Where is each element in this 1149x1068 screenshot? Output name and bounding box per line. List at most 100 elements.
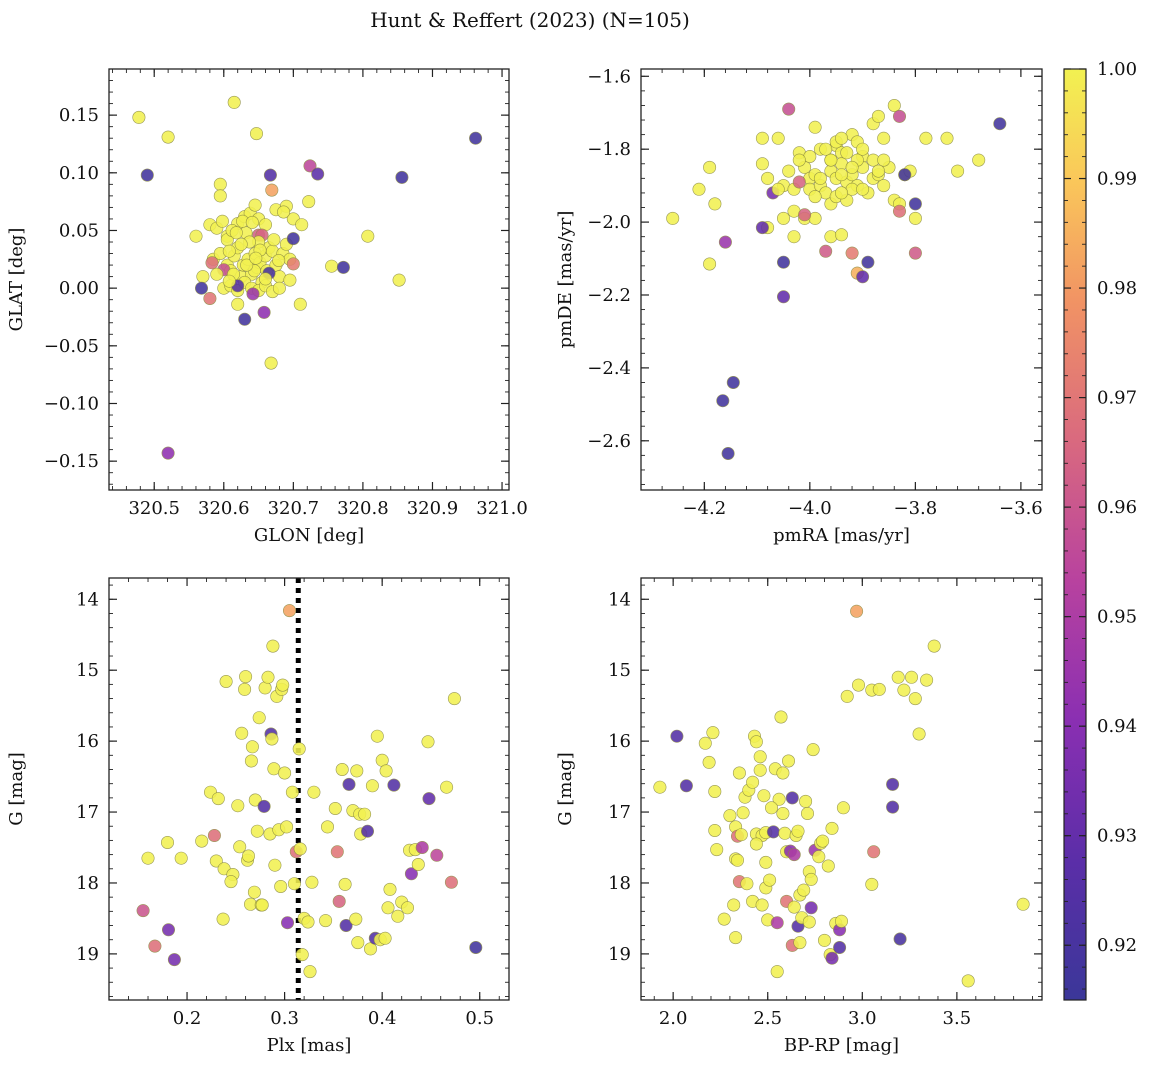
scatter-point — [698, 736, 712, 750]
scatter-point — [242, 849, 256, 863]
x-tick-label: 3.0 — [848, 1008, 877, 1029]
scatter-point — [757, 789, 771, 803]
scatter-point — [927, 639, 941, 653]
scatter-point — [825, 821, 839, 835]
scatter-point — [229, 226, 243, 240]
scatter-point — [250, 824, 264, 838]
scatter-point — [770, 965, 784, 979]
scatter-point — [132, 110, 146, 124]
scatter-point — [404, 867, 418, 881]
scatter-point — [392, 273, 406, 287]
scatter-point — [320, 820, 334, 834]
scatter-point — [342, 777, 356, 791]
scatter-point — [358, 807, 372, 821]
scatter-point — [736, 806, 750, 820]
plot-frame — [640, 68, 1043, 491]
scatter-point — [886, 800, 900, 814]
scatter-point — [328, 801, 342, 815]
scatter-point — [245, 740, 259, 754]
scatter-point — [845, 246, 859, 260]
scatter-point — [703, 160, 717, 174]
scatter-point — [196, 270, 210, 284]
scatter-point — [238, 312, 252, 326]
scatter-point — [391, 909, 405, 923]
scatter-point — [781, 754, 795, 768]
x-tick-label: 3.5 — [943, 1008, 972, 1029]
y-axis-label: GLAT [deg] — [6, 228, 27, 332]
scatter-point — [161, 130, 175, 144]
scatter-point — [350, 764, 364, 778]
y-axis-label: G [mag] — [555, 752, 576, 825]
y-tick-label: 14 — [76, 589, 99, 610]
scatter-point — [469, 131, 483, 145]
scatter-point — [161, 835, 175, 849]
scatter-point — [892, 204, 906, 218]
scatter-point — [732, 766, 746, 780]
y-tick-label: −2.2 — [587, 285, 631, 306]
scatter-point — [798, 208, 812, 222]
scatter-point — [755, 898, 769, 912]
scatter-point — [813, 171, 827, 185]
x-tick-label: 320.6 — [198, 498, 250, 519]
scatter-point — [286, 257, 300, 271]
scatter-point — [395, 170, 409, 184]
x-tick-label: 320.8 — [337, 498, 389, 519]
scatter-point — [787, 900, 801, 914]
x-tick-label: 2.5 — [753, 1008, 782, 1029]
y-axis-label: pmDE [mas/yr] — [555, 211, 576, 349]
scatter-point — [666, 211, 680, 225]
scatter-point — [239, 670, 253, 684]
scatter-point — [812, 850, 826, 864]
scatter-point — [920, 673, 934, 687]
scatter-point — [802, 915, 816, 929]
scatter-point — [753, 763, 767, 777]
scatter-point — [729, 931, 743, 945]
scatter-point — [702, 755, 716, 769]
scatter-point — [286, 232, 300, 246]
scatter-point — [836, 801, 850, 815]
y-tick-label: −1.8 — [587, 139, 631, 160]
scatter-point — [865, 877, 879, 891]
scatter-point — [209, 854, 223, 868]
scatter-point — [250, 127, 264, 141]
scatter-point — [231, 297, 245, 311]
scatter-point — [892, 109, 906, 123]
scatter-point — [746, 775, 760, 789]
scatter-point — [759, 855, 773, 869]
scatter-point — [141, 851, 155, 865]
y-tick-label: 0.00 — [59, 278, 99, 299]
x-tick-label: 0.5 — [465, 1008, 494, 1029]
scatter-point — [778, 826, 792, 840]
scatter-point — [302, 195, 316, 209]
colorbar-tick-label: 0.93 — [1097, 826, 1137, 847]
scatter-point — [670, 729, 684, 743]
x-tick-label: 321.0 — [476, 498, 528, 519]
scatter-point — [280, 916, 294, 930]
scatter-point — [804, 901, 818, 915]
scatter-point — [272, 281, 286, 295]
x-tick-label: 0.2 — [173, 1008, 202, 1029]
scatter-point — [195, 834, 209, 848]
scatter-point — [307, 785, 321, 799]
colorbar-gradient — [1063, 68, 1087, 1001]
scatter-point — [993, 117, 1007, 131]
scatter-point — [834, 186, 848, 200]
scatter-point — [268, 858, 282, 872]
scatter-point — [469, 940, 483, 954]
x-tick-label: −3.6 — [999, 498, 1043, 519]
scatter-point — [749, 735, 763, 749]
scatter-point — [800, 806, 814, 820]
y-tick-label: −0.05 — [44, 336, 99, 357]
scatter-point — [293, 297, 307, 311]
scatter-point — [216, 912, 230, 926]
scatter-point — [708, 784, 722, 798]
scatter-point — [247, 885, 261, 899]
x-tick-label: −4.2 — [682, 498, 726, 519]
scatter-point — [785, 791, 799, 805]
scatter-point — [276, 678, 290, 692]
scatter-point — [886, 777, 900, 791]
scatter-point — [877, 153, 891, 167]
colorbar-tick-label: 0.94 — [1097, 716, 1137, 737]
scatter-point — [753, 750, 767, 764]
